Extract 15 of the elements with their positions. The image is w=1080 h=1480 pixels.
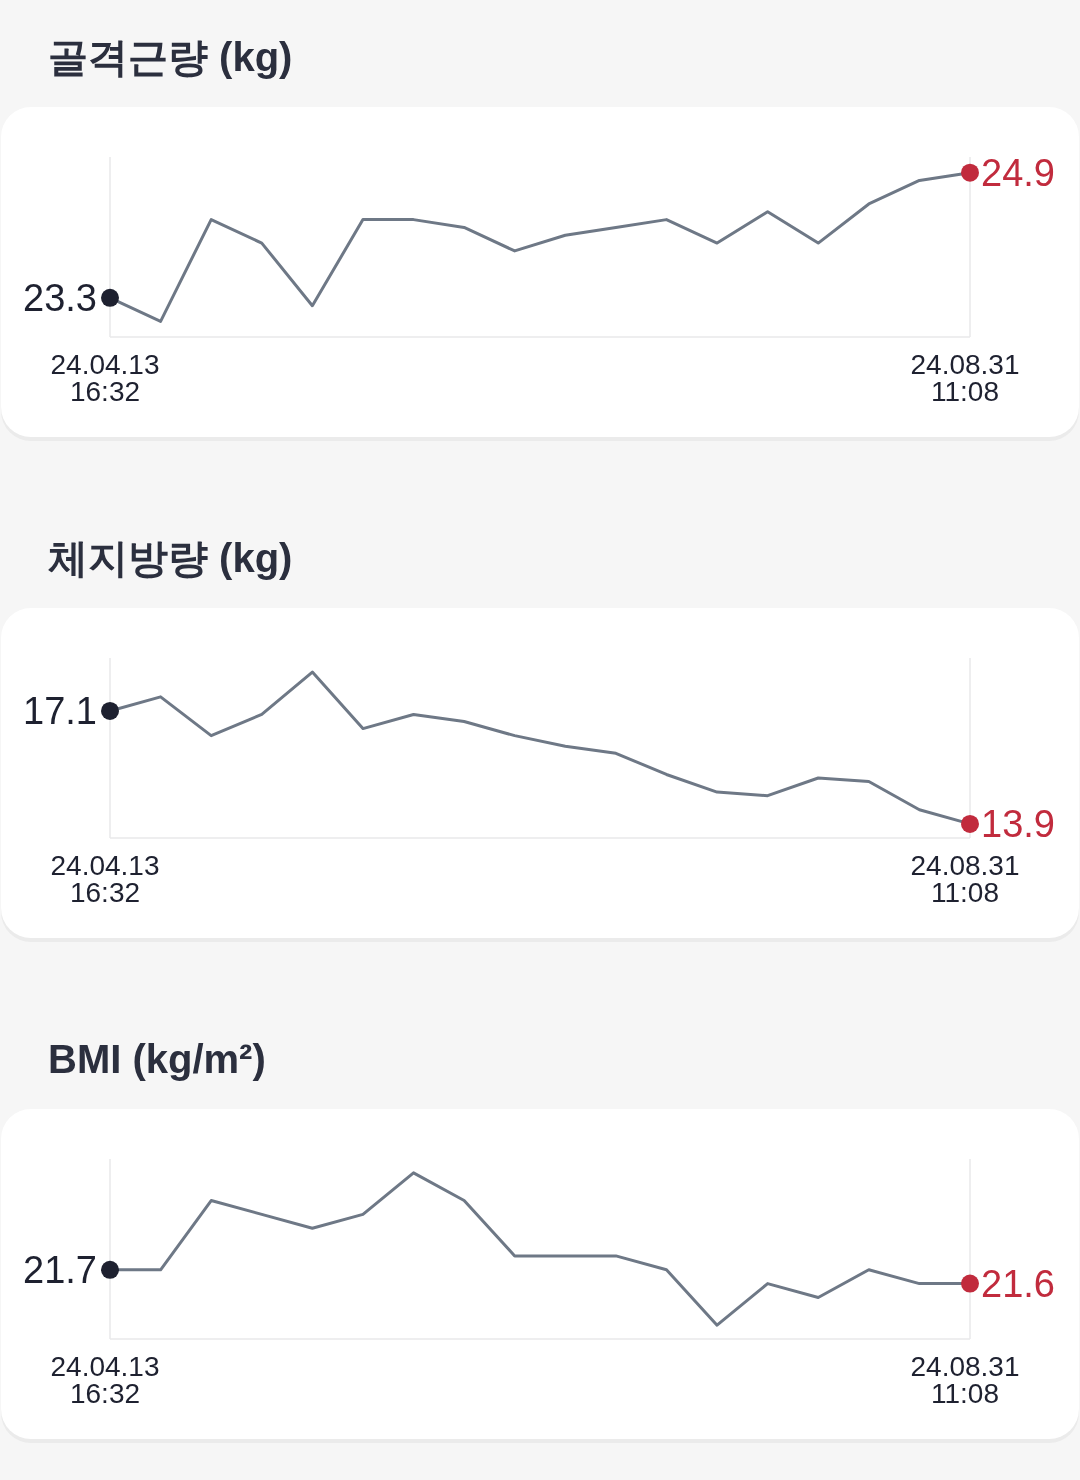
x-tick-label: 24.04.13 16:32 xyxy=(50,349,160,407)
x-tick-label: 24.08.31 11:08 xyxy=(910,850,1020,908)
data-label: 23.3 xyxy=(23,276,97,319)
chart-title: 골격근량 (kg) xyxy=(48,35,293,79)
data-label: 21.7 xyxy=(23,1248,97,1291)
data-label: 17.1 xyxy=(23,689,97,732)
chart-title: BMI (kg/m²) xyxy=(48,1037,266,1081)
x-tick-label: 24.04.13 16:32 xyxy=(50,1351,160,1409)
data-label: 21.6 xyxy=(981,1262,1055,1305)
data-label: 24.9 xyxy=(981,151,1055,194)
chart-title: 체지방량 (kg) xyxy=(48,536,293,580)
x-tick-label: 24.04.13 16:32 xyxy=(50,850,160,908)
x-tick-label: 24.08.31 11:08 xyxy=(910,349,1020,407)
x-tick-label: 24.08.31 11:08 xyxy=(910,1351,1020,1409)
data-label: 13.9 xyxy=(981,802,1055,845)
